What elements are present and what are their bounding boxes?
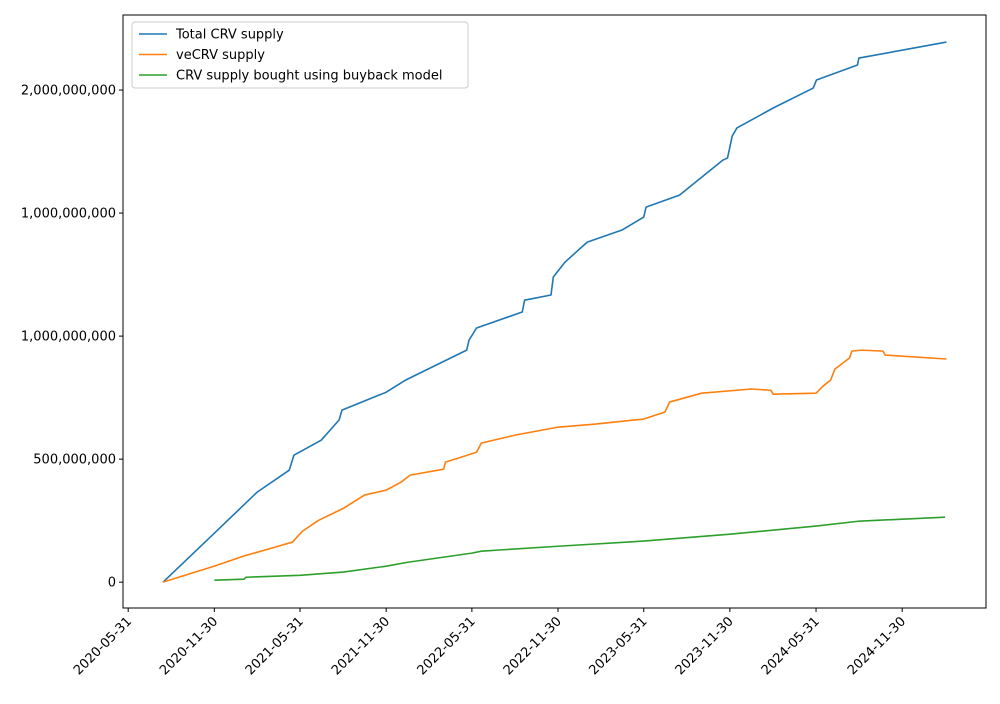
legend-label: veCRV supply [176,48,265,63]
legend-label: Total CRV supply [175,28,284,43]
y-tick-label: 1,000,000,000 [21,330,116,345]
axes-frame [122,14,987,609]
legend-box [131,21,469,89]
series-line [162,349,947,583]
y-tick-label: 1,000,000,000 [21,207,116,222]
series-line [214,516,946,581]
legend-label: CRV supply bought using buyback model [176,69,442,84]
y-tick-label: 2,000,000,000 [21,84,116,99]
y-tick-label: 0 [108,576,116,591]
y-tick-label: 500,000,000 [33,453,116,468]
series-line [162,41,947,583]
